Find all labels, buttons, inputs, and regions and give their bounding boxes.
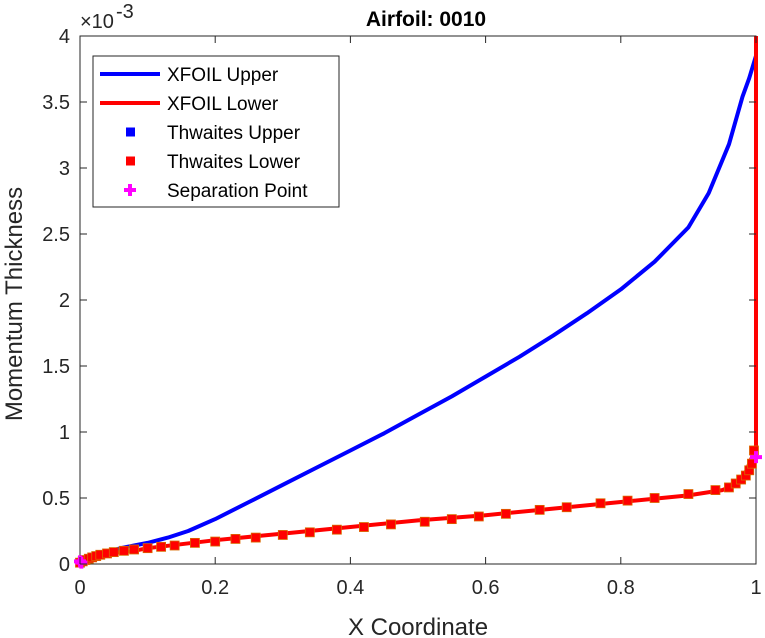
ticks-layer: 0 0.2 0.4 0.6 0.8 1 0 0.5 1 1.5 2 2.5 3 3.5 4 xyxy=(42,26,761,599)
data-point-thwaites-lower xyxy=(386,519,396,530)
data-point-thwaites-lower xyxy=(210,536,221,547)
data-point-thwaites-lower xyxy=(500,508,511,519)
legend-label-xfoil-lower: XFOIL Lower xyxy=(167,94,279,115)
y-tick-label: 4 xyxy=(59,26,70,48)
data-point-thwaites-lower xyxy=(473,511,484,522)
data-point-thwaites-lower xyxy=(277,530,288,540)
data-point-thwaites-lower xyxy=(119,545,129,556)
x-tick-label: 0.4 xyxy=(336,577,364,599)
x-tick-label: 1 xyxy=(750,577,761,599)
data-point-thwaites-lower xyxy=(747,458,757,469)
legend-swatch-thwaites-upper xyxy=(126,127,135,137)
data-point-thwaites-lower xyxy=(331,524,342,535)
y-tick-label: 1 xyxy=(59,422,70,444)
data-point-separation-point xyxy=(75,556,88,569)
legend-label-separation-point: Separation Point xyxy=(167,181,308,202)
data-point-thwaites-lower xyxy=(156,541,167,552)
legend-swatch-thwaites-lower xyxy=(126,156,135,166)
legend-swatch-separation-point xyxy=(124,184,136,196)
y-tick-label: 1.5 xyxy=(42,356,70,378)
y-tick-label: 2.5 xyxy=(42,224,70,246)
x-tick-label: 0.6 xyxy=(472,577,500,599)
data-point-thwaites-lower xyxy=(108,547,119,558)
data-point-thwaites-lower xyxy=(595,498,606,509)
data-point-thwaites-lower xyxy=(534,504,545,515)
y-tick-label: 2 xyxy=(59,290,70,312)
y-tick-label: 0.5 xyxy=(42,488,70,510)
y-multiplier-exponent: -3 xyxy=(116,1,134,23)
data-point-thwaites-lower xyxy=(683,489,694,499)
series-layer xyxy=(74,36,762,569)
x-axis-label: X Coordinate xyxy=(348,614,488,638)
data-point-thwaites-lower xyxy=(304,527,315,538)
data-point-thwaites-lower xyxy=(649,493,660,503)
data-point-thwaites-lower xyxy=(190,537,200,548)
x-tick-label: 0.8 xyxy=(607,577,635,599)
y-axis-multiplier: ×10 -3 xyxy=(80,1,134,33)
legend-label-xfoil-upper: XFOIL Upper xyxy=(167,65,279,86)
data-point-thwaites-lower xyxy=(622,495,633,506)
x-tick-label: 0.2 xyxy=(201,577,229,599)
chart-title: Airfoil: 0010 xyxy=(366,8,486,31)
legend-label-thwaites-lower: Thwaites Lower xyxy=(167,152,301,173)
data-point-thwaites-lower xyxy=(250,532,261,543)
data-point-thwaites-lower xyxy=(710,485,721,495)
data-point-thwaites-lower xyxy=(359,522,369,532)
legend-label-thwaites-upper: Thwaites Upper xyxy=(167,123,301,144)
data-point-separation-point xyxy=(750,451,762,464)
x-tick-label: 0 xyxy=(74,577,85,599)
data-point-thwaites-lower xyxy=(129,544,139,555)
data-point-thwaites-lower xyxy=(419,516,430,527)
data-point-thwaites-lower xyxy=(749,445,759,456)
data-point-thwaites-lower xyxy=(142,543,153,554)
y-axis-label: Momentum Thickness xyxy=(1,187,28,421)
data-point-thwaites-lower xyxy=(561,502,572,513)
data-point-thwaites-lower xyxy=(446,514,457,525)
y-tick-label: 0 xyxy=(59,554,70,576)
y-tick-label: 3 xyxy=(59,158,70,180)
y-multiplier-base: ×10 xyxy=(80,11,114,33)
data-point-thwaites-lower xyxy=(169,540,180,551)
y-tick-label: 3.5 xyxy=(42,92,70,114)
legend: XFOIL Upper XFOIL Lower Thwaites Upper Thwa… xyxy=(92,55,340,208)
data-point-thwaites-lower xyxy=(230,534,241,544)
